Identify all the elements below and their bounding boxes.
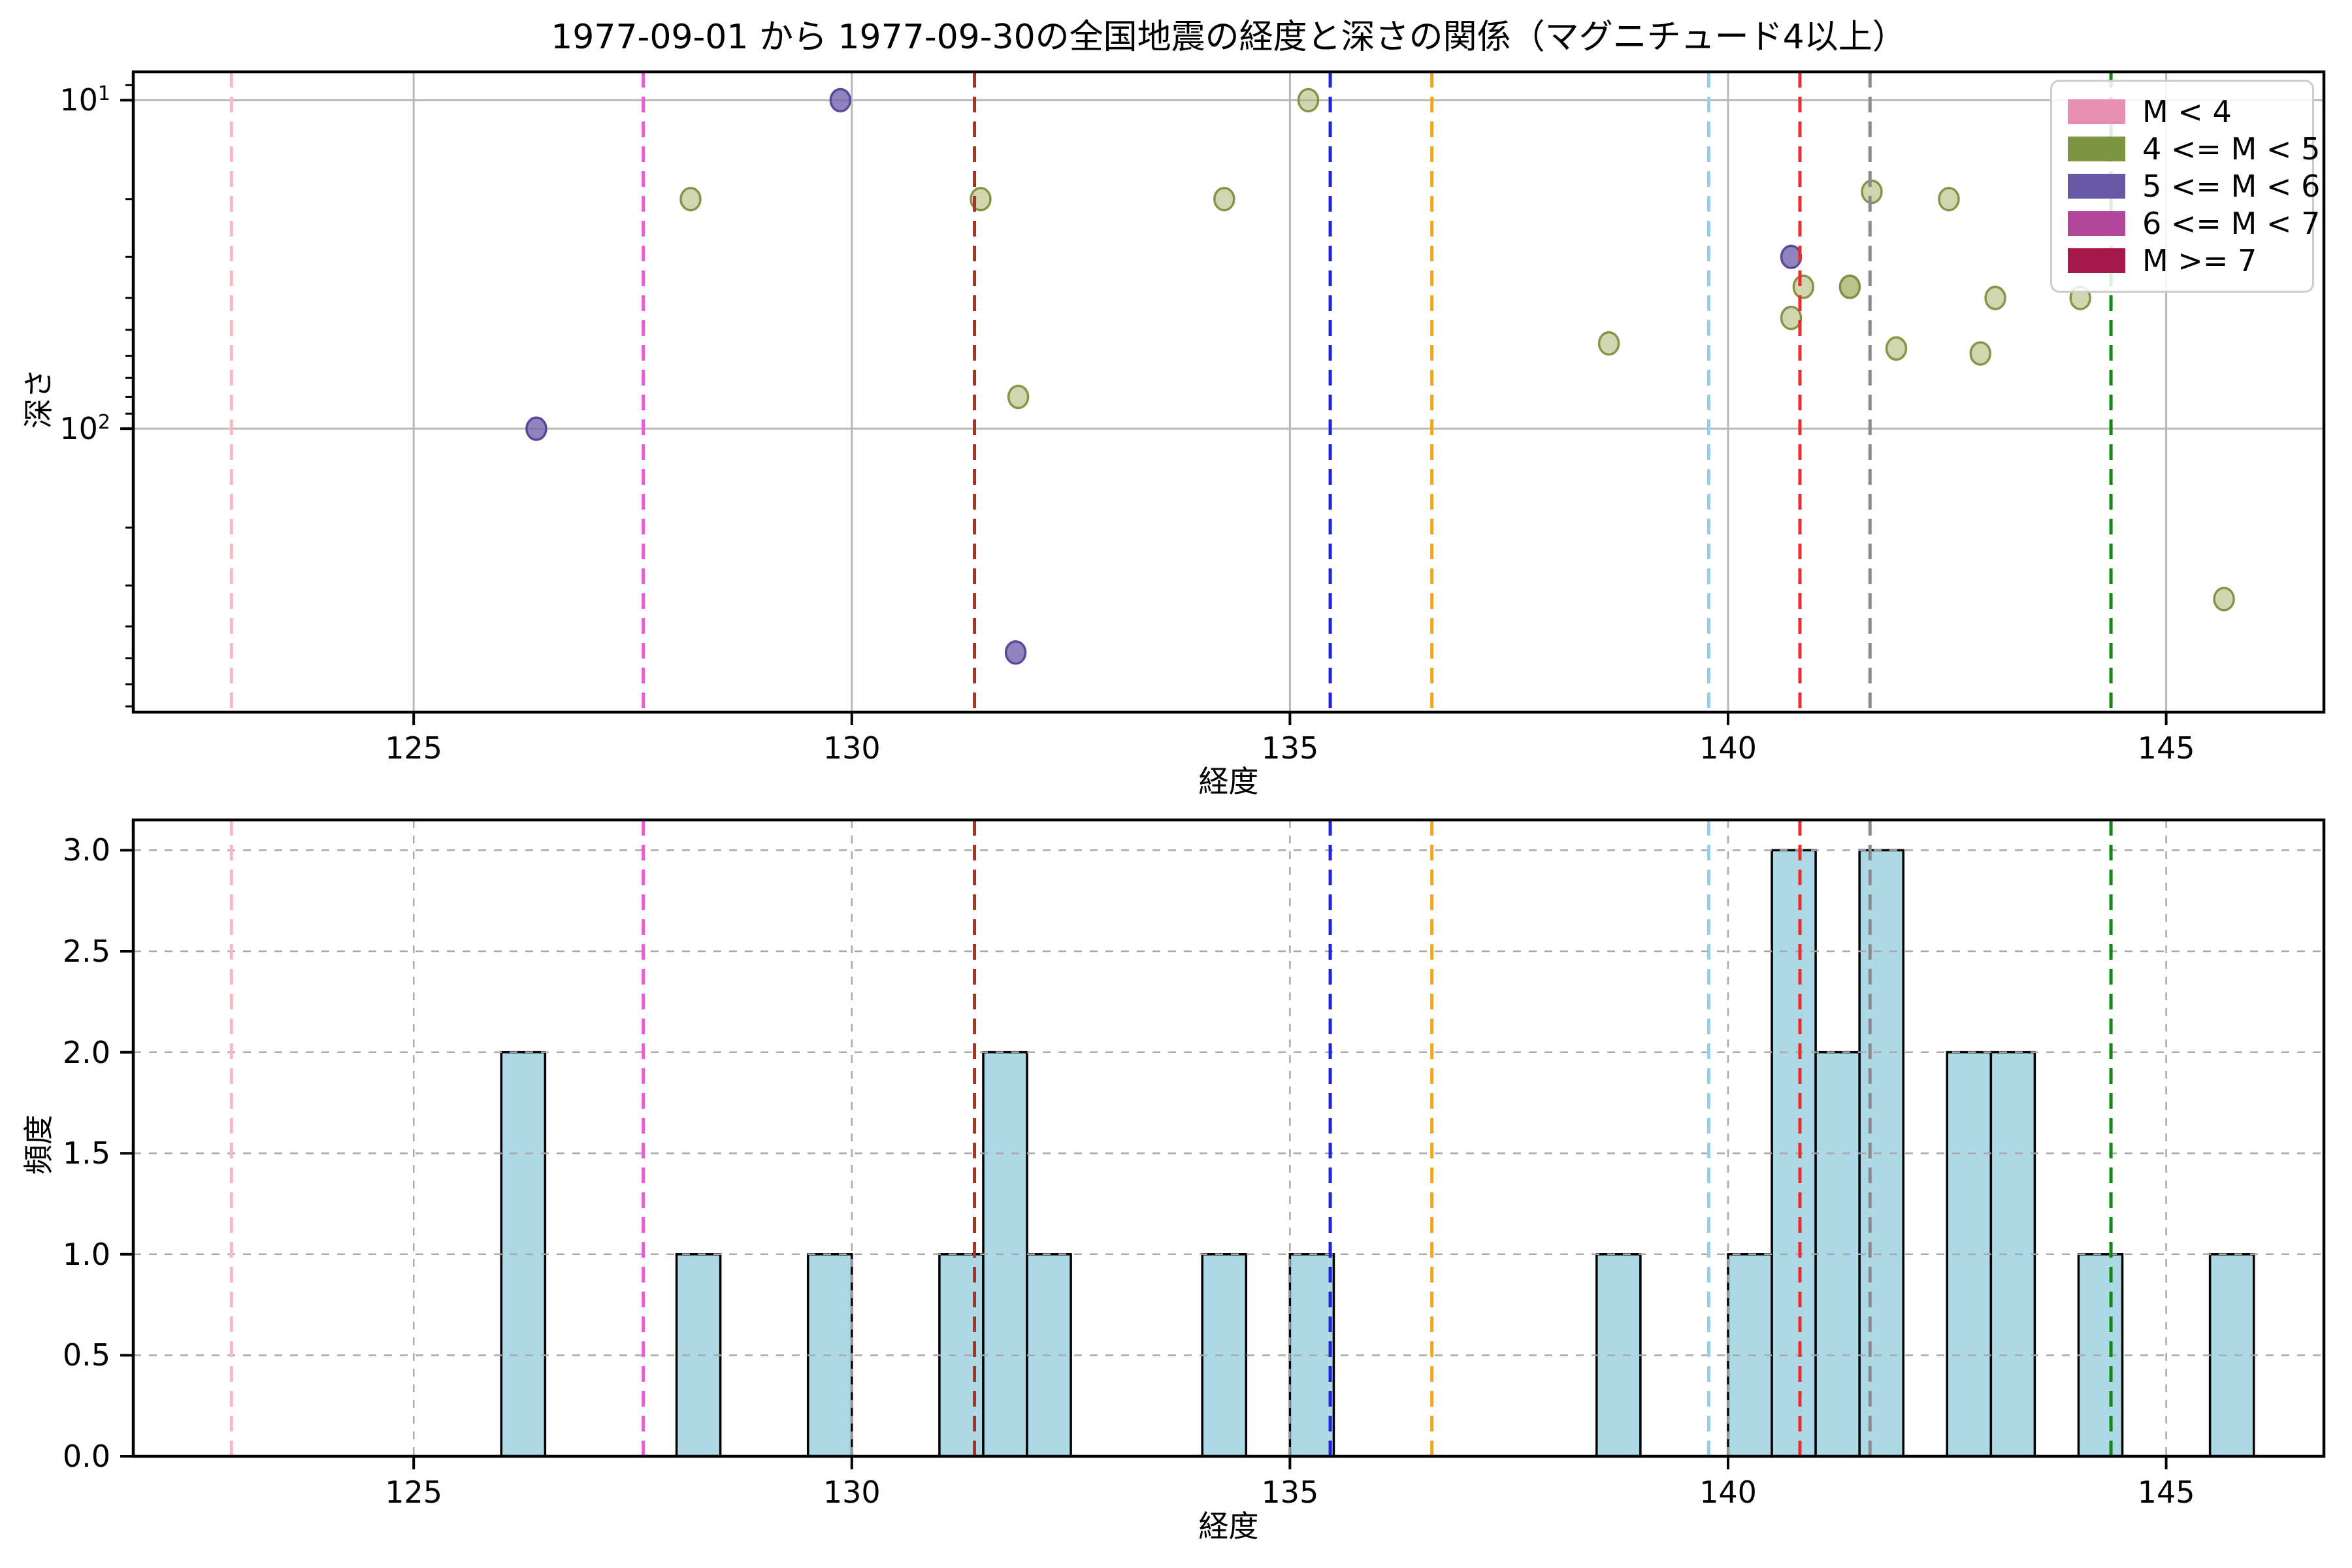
scatter-point — [1213, 186, 1235, 212]
bottom-y-tick-label: 1.0 — [62, 1236, 110, 1272]
top-x-tick-label: 145 — [2137, 730, 2195, 766]
scatter-point — [525, 416, 547, 441]
histogram-bar — [2208, 1253, 2255, 1458]
scatter-point — [1969, 341, 1991, 366]
legend-row: 5 <= M < 6 — [2068, 169, 2320, 204]
legend-swatch-m-lt-4 — [2068, 99, 2125, 124]
legend-row: M < 4 — [2068, 94, 2296, 129]
legend-label: M < 4 — [2142, 94, 2232, 129]
top-x-tick-label: 135 — [1261, 730, 1319, 766]
top-y-tick-label: 102 — [59, 411, 110, 447]
scatter-point — [1984, 286, 2006, 310]
histogram-bar — [500, 1051, 547, 1458]
legend-label: 4 <= M < 5 — [2142, 131, 2321, 167]
legend-swatch-6-7 — [2068, 211, 2125, 236]
top-y-tick-label: 101 — [59, 82, 110, 118]
top-x-tick-label: 125 — [385, 730, 443, 766]
histogram-bar — [1771, 849, 1817, 1458]
legend-swatch-m-ge-7 — [2068, 248, 2125, 273]
bottom-y-tick-label: 2.5 — [62, 933, 110, 969]
plot-border — [131, 70, 2326, 714]
scatter-point — [1297, 88, 1320, 113]
histogram-bar — [1595, 1253, 1642, 1458]
top-x-tick-label: 130 — [823, 730, 881, 766]
scatter-point — [2213, 587, 2235, 612]
top-x-tick-label: 140 — [1699, 730, 1757, 766]
chart-title: 1977-09-01 から 1977-09-30の全国地震の経度と深さの関係（マ… — [551, 18, 1906, 57]
histogram-bar — [1201, 1253, 1248, 1458]
histogram-bar — [982, 1051, 1028, 1458]
plot-border — [131, 818, 2326, 1458]
top-x-axis-label: 経度 — [1198, 764, 1259, 799]
scatter-point — [1004, 640, 1027, 665]
histogram-bar — [938, 1253, 985, 1458]
bottom-x-tick-label: 140 — [1699, 1475, 1757, 1510]
bottom-x-tick-label: 130 — [823, 1475, 881, 1510]
scatter-point — [1885, 336, 1908, 361]
legend-row: 4 <= M < 5 — [2068, 131, 2320, 167]
scatter-point — [1597, 331, 1620, 356]
scatter-point — [829, 88, 852, 113]
scatter-point — [679, 186, 702, 212]
scatter-point — [1007, 384, 1030, 410]
legend: M < 4 4 <= M < 5 5 <= M < 6 6 <= M < 7 M… — [2050, 80, 2320, 293]
legend-row: M >= 7 — [2068, 243, 2296, 278]
scatter-point — [1780, 305, 1803, 331]
scatter-point — [1938, 186, 1960, 212]
bottom-y-tick-label: 0.0 — [62, 1439, 110, 1474]
bottom-x-tick-label: 125 — [385, 1475, 443, 1510]
legend-label: M >= 7 — [2142, 243, 2257, 278]
legend-label: 6 <= M < 7 — [2142, 206, 2321, 241]
bottom-y-tick-label: 3.0 — [62, 832, 110, 868]
bottom-x-tick-label: 135 — [1261, 1475, 1319, 1510]
scatter-point — [1838, 274, 1861, 299]
legend-swatch-4-5 — [2068, 137, 2125, 161]
histogram-bar — [1814, 1051, 1861, 1458]
legend-row: 6 <= M < 7 — [2068, 206, 2320, 241]
bottom-y-tick-label: 2.0 — [62, 1034, 110, 1070]
legend-swatch-5-6 — [2068, 174, 2125, 199]
bottom-x-axis-label: 経度 — [1198, 1509, 1259, 1544]
histogram-bar — [1989, 1051, 2036, 1458]
bottom-y-tick-label: 1.5 — [62, 1135, 110, 1171]
bottom-y-tick-label: 0.5 — [62, 1337, 110, 1373]
scatter-point — [1861, 179, 1883, 204]
legend-label: 5 <= M < 6 — [2142, 169, 2321, 204]
bottom-x-tick-label: 145 — [2137, 1475, 2195, 1510]
